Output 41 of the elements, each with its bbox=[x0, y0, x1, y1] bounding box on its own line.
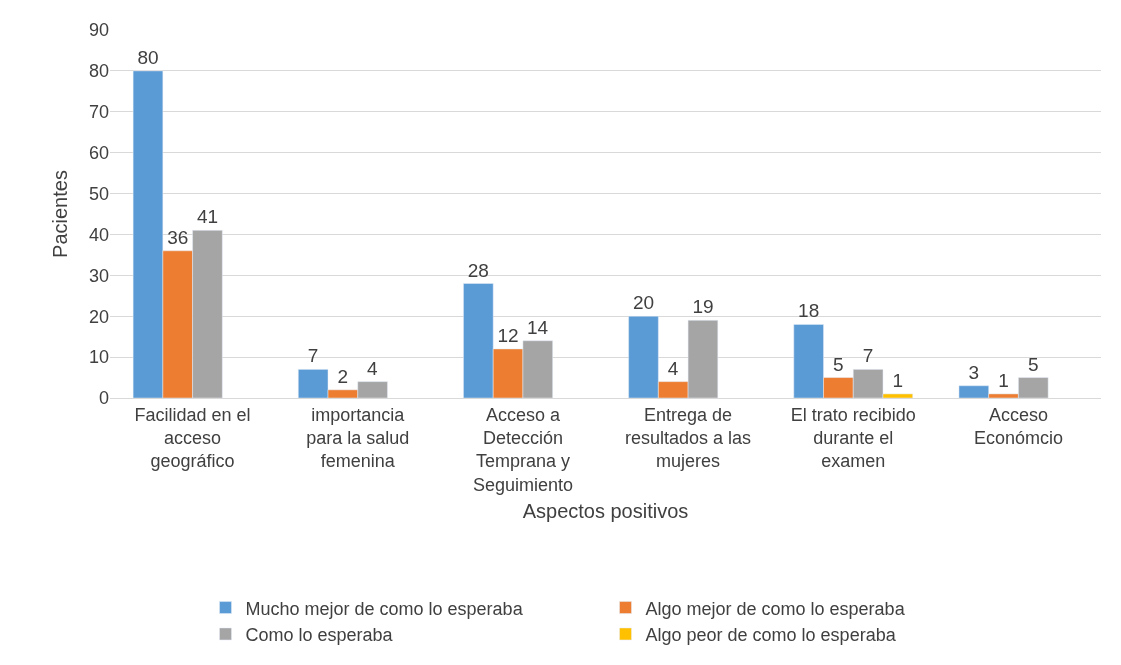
x-tick-label: Acceso Económcio bbox=[973, 404, 1063, 448]
data-label: 7 bbox=[307, 345, 319, 367]
legend-label: Mucho mejor de como lo esperaba bbox=[245, 598, 524, 619]
x-tick-label: Acceso a Detección Temprana y Seguimiento bbox=[472, 404, 573, 495]
data-label: 41 bbox=[196, 206, 219, 228]
y-tick-label: 80 bbox=[88, 61, 109, 82]
data-label: 4 bbox=[367, 357, 379, 379]
y-tick-label: 60 bbox=[88, 142, 109, 163]
data-label: 20 bbox=[632, 292, 655, 314]
y-tick-label: 0 bbox=[98, 388, 109, 409]
data-label: 36 bbox=[167, 226, 189, 248]
data-label: 19 bbox=[692, 296, 714, 318]
y-tick-label: 40 bbox=[88, 224, 109, 245]
data-label: 18 bbox=[798, 300, 820, 322]
data-label: 1 bbox=[998, 369, 1009, 391]
y-tick-label: 90 bbox=[88, 20, 109, 41]
data-label: 4 bbox=[667, 357, 679, 379]
y-tick-label: 30 bbox=[88, 265, 109, 286]
x-tick-label: importancia para la salud femenina bbox=[306, 404, 410, 472]
data-label: 28 bbox=[467, 259, 489, 281]
data-label: 2 bbox=[337, 365, 349, 387]
data-label: 5 bbox=[833, 353, 844, 375]
data-label: 80 bbox=[137, 46, 159, 68]
y-axis-title: Pacientes bbox=[49, 170, 72, 258]
legend-label: Algo mejor de como lo esperaba bbox=[645, 598, 906, 619]
x-tick-label: Entrega de resultados a las mujeres bbox=[625, 404, 752, 472]
data-label: 3 bbox=[968, 361, 980, 383]
y-tick-label: 20 bbox=[88, 306, 109, 327]
data-label: 5 bbox=[1028, 353, 1039, 375]
data-label: 12 bbox=[497, 324, 519, 346]
y-tick-label: 10 bbox=[88, 347, 109, 368]
x-tick-label: El trato recibido durante el examen bbox=[790, 404, 916, 472]
data-label: 14 bbox=[527, 316, 549, 338]
x-axis-title: Aspectos positivos bbox=[522, 500, 689, 523]
y-tick-label: 70 bbox=[88, 102, 109, 123]
x-tick-label: Facilidad en el acceso geográfico bbox=[134, 404, 251, 472]
legend-label: Como lo esperaba bbox=[245, 624, 394, 645]
data-label: 1 bbox=[892, 369, 904, 391]
y-tick-label: 50 bbox=[88, 183, 109, 204]
legend-label: Algo peor de como lo esperaba bbox=[645, 624, 897, 645]
data-label: 7 bbox=[862, 345, 874, 367]
